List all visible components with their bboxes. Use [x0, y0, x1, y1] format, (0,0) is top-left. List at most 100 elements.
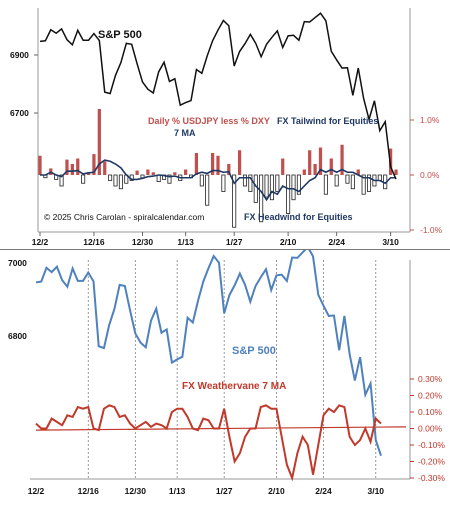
- trend-line: [35, 426, 407, 431]
- x-tick-label: 1/27: [216, 486, 233, 496]
- fx-bar: [340, 144, 344, 175]
- right-tick-label: 0.30%: [418, 374, 443, 384]
- fx-bar: [296, 174, 301, 195]
- fx-bar: [281, 158, 285, 175]
- left-tick-label: 6800: [8, 331, 27, 341]
- fx-bar: [65, 159, 69, 175]
- right-tick-label: 0.10%: [418, 407, 443, 417]
- fx-bar: [199, 174, 204, 187]
- x-tick-label: 12/16: [78, 486, 100, 496]
- fx-bar: [302, 169, 306, 175]
- fx-bar: [350, 174, 355, 190]
- bottom-grid-group: [87, 260, 377, 479]
- bottom-lines-group: [35, 250, 407, 482]
- fx-bar: [81, 174, 86, 184]
- fx-bar: [242, 174, 247, 187]
- x-tick-label: 2/10: [268, 486, 285, 496]
- right-tick-label: -0.30%: [418, 473, 445, 483]
- fx-bar: [361, 174, 366, 195]
- top-lines-group: [39, 12, 397, 202]
- fx-bar: [275, 174, 280, 192]
- fx-bar: [221, 174, 226, 192]
- x-tick-label: 12/30: [132, 237, 154, 247]
- fx-bar: [248, 174, 253, 192]
- fx-bar: [167, 174, 172, 184]
- x-tick-label: 2/24: [328, 237, 345, 247]
- fx-bar: [253, 174, 258, 203]
- top-bars-group: [38, 109, 398, 228]
- right-tick-label: 0.20%: [418, 391, 443, 401]
- top-tailwind-label: FX Tailwind for Equities: [277, 116, 378, 126]
- right-tick-label: 1.0%: [420, 115, 440, 125]
- x-tick-label: 2/10: [280, 237, 297, 247]
- x-tick-label: 12/16: [83, 237, 105, 247]
- fx-bar: [345, 174, 350, 184]
- fx-bar: [92, 154, 96, 175]
- top-sp-label: S&P 500: [98, 29, 142, 41]
- fx-bar: [264, 174, 269, 198]
- fx-bar: [286, 174, 291, 214]
- fx-bar: [151, 172, 155, 175]
- bottom-weathervane-label: FX Weathervane 7 MA: [182, 381, 286, 392]
- fx-bar: [86, 172, 91, 175]
- top-ma-label: 7 MA: [174, 128, 196, 138]
- fx-bar: [135, 170, 139, 175]
- sp500-line: [39, 12, 397, 180]
- fx-bar: [38, 155, 42, 175]
- fx-bar: [237, 150, 242, 175]
- fx-bar: [118, 174, 123, 190]
- x-tick-label: 3/10: [367, 486, 384, 496]
- bottom-sp-label: S&P 500: [232, 345, 276, 357]
- fx-bar: [216, 155, 220, 175]
- x-tick-label: 1/13: [169, 486, 186, 496]
- fx-bar: [377, 174, 382, 181]
- fx-bar: [103, 161, 107, 175]
- fx-bar: [334, 174, 339, 187]
- ma-line: [40, 159, 396, 202]
- fx-bar: [291, 174, 296, 201]
- fx-bar: [76, 158, 80, 175]
- x-tick-label: 1/13: [177, 237, 194, 247]
- top-copyright: © 2025 Chris Carolan - spiralcalendar.co…: [44, 212, 204, 222]
- fx-bar: [232, 174, 237, 228]
- fx-bar: [394, 169, 398, 175]
- top-fx-label: Daily % USDJPY less % DXY: [148, 116, 270, 126]
- fx-bar: [173, 172, 177, 175]
- fx-bar: [70, 164, 74, 175]
- x-tick-label: 12/2: [28, 486, 45, 496]
- fx-bar: [210, 153, 215, 175]
- x-tick-label: 3/10: [382, 237, 399, 247]
- fx-bar: [269, 174, 274, 201]
- left-tick-label: 6900: [10, 50, 29, 60]
- fx-bar: [318, 147, 323, 175]
- fx-bar: [227, 164, 231, 175]
- fx-bar: [146, 169, 150, 175]
- fx-bar: [205, 174, 210, 206]
- left-tick-label: 7000: [8, 258, 27, 268]
- fx-bar: [329, 158, 333, 175]
- x-tick-label: 1/27: [226, 237, 243, 247]
- chart-top: 6700 6900 1.0% 0.0% -1.0% 12/2 12/16 12/30 1/13 1…: [10, 8, 443, 247]
- fx-bar: [59, 174, 64, 187]
- fx-bar: [97, 109, 101, 175]
- chart-bottom: 12/2 12/16 12/30 1/13 1/27 2/10 2/24 3/10 7000 68…: [8, 250, 445, 496]
- right-tick-label: 0.00%: [418, 424, 443, 434]
- right-tick-label: -0.20%: [418, 457, 445, 467]
- fx-bar: [308, 150, 312, 175]
- fx-bar: [113, 174, 118, 187]
- fx-bar: [259, 174, 264, 223]
- bottom-ticks-group: 12/2 12/16 12/30 1/13 1/27 2/10 2/24 3/10 7000 68…: [8, 258, 445, 496]
- x-tick-label: 12/2: [32, 237, 49, 247]
- fx-bar: [194, 153, 199, 175]
- chart-separator: [0, 249, 450, 250]
- fx-bar: [367, 174, 372, 192]
- left-tick-label: 6700: [10, 108, 29, 118]
- fx-bar: [313, 164, 317, 175]
- right-tick-label: -0.10%: [418, 440, 445, 450]
- top-ticks-group: 6700 6900 1.0% 0.0% -1.0% 12/2 12/16 12/30 1/13 1…: [10, 50, 443, 247]
- right-tick-label: -1.0%: [420, 225, 443, 235]
- right-tick-label: 0.0%: [420, 170, 440, 180]
- x-tick-label: 2/24: [315, 486, 332, 496]
- sp500-line: [35, 250, 382, 457]
